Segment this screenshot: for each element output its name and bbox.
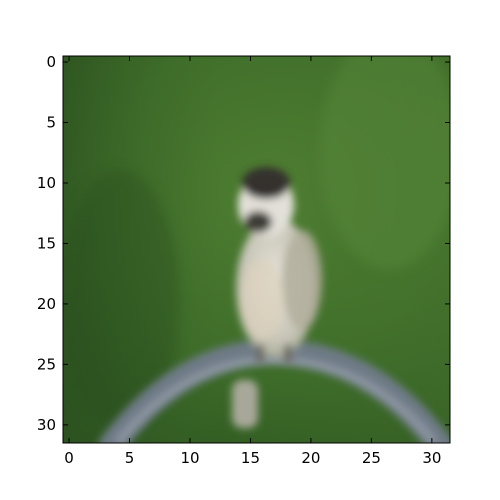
- y-tick-label: 10: [37, 174, 56, 192]
- y-tick-label: 20: [37, 295, 56, 313]
- y-tick-label: 15: [37, 234, 56, 252]
- x-tick-label: 5: [125, 449, 135, 467]
- bird: [232, 167, 322, 428]
- x-tick-label: 30: [422, 449, 441, 467]
- x-tick-label: 25: [362, 449, 381, 467]
- x-tick-label: 10: [180, 449, 199, 467]
- x-tick-label: 15: [241, 449, 260, 467]
- y-tick-label: 25: [37, 355, 56, 373]
- photo-image: [63, 56, 450, 443]
- y-axis: 0 5 10 15 20 25 30: [37, 53, 450, 434]
- x-tick-label: 0: [64, 449, 74, 467]
- x-tick-label: 20: [301, 449, 320, 467]
- x-axis: 0 5 10 15 20 25 30: [64, 56, 441, 467]
- y-tick-label: 30: [37, 416, 56, 434]
- y-tick-label: 0: [46, 53, 56, 71]
- y-tick-label: 5: [46, 114, 56, 132]
- axes-frame: [62, 55, 451, 444]
